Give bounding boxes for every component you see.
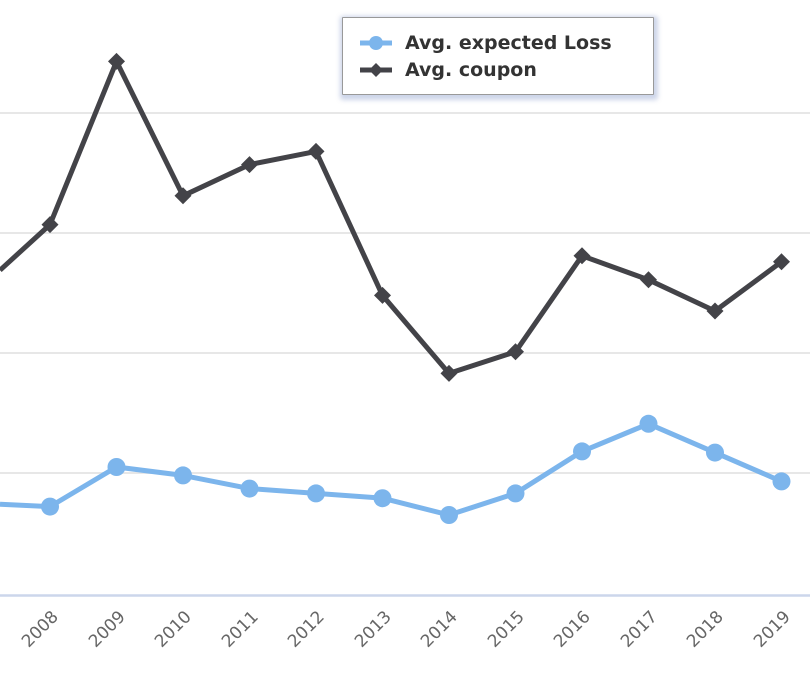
data-point-diamond[interactable] xyxy=(706,302,724,320)
data-point-diamond[interactable] xyxy=(41,216,59,234)
data-point-circle[interactable] xyxy=(639,414,658,433)
data-point-circle[interactable] xyxy=(174,466,192,485)
data-point-diamond[interactable] xyxy=(773,253,790,271)
legend-marker-circle-icon xyxy=(360,35,392,50)
data-point-diamond[interactable] xyxy=(507,343,524,361)
data-point-circle[interactable] xyxy=(706,443,724,462)
series-line-1 xyxy=(0,58,783,376)
legend-item-avg-coupon[interactable]: Avg. coupon xyxy=(359,56,653,83)
data-point-circle[interactable] xyxy=(573,442,591,461)
data-point-circle[interactable] xyxy=(307,484,325,503)
data-point-circle[interactable] xyxy=(107,458,126,476)
legend: Avg. expected Loss Avg. coupon xyxy=(342,17,654,95)
data-point-diamond[interactable] xyxy=(241,156,258,174)
data-point-circle[interactable] xyxy=(506,484,525,503)
legend-label: Avg. expected Loss xyxy=(405,31,612,54)
data-point-diamond[interactable] xyxy=(573,247,591,265)
data-point-diamond[interactable] xyxy=(108,52,125,70)
data-point-diamond[interactable] xyxy=(440,364,458,382)
data-point-diamond[interactable] xyxy=(640,271,657,289)
legend-marker-diamond-icon xyxy=(360,62,392,77)
legend-item-avg-expected-loss[interactable]: Avg. expected Loss xyxy=(359,29,653,56)
data-point-circle[interactable] xyxy=(772,472,791,491)
data-point-circle[interactable] xyxy=(440,506,458,524)
data-point-circle[interactable] xyxy=(41,497,59,516)
data-point-diamond[interactable] xyxy=(374,286,391,304)
data-point-circle[interactable] xyxy=(373,489,392,508)
data-point-diamond[interactable] xyxy=(174,187,192,205)
data-point-circle[interactable] xyxy=(240,479,259,498)
legend-label: Avg. coupon xyxy=(405,58,537,81)
data-point-diamond[interactable] xyxy=(307,142,325,160)
